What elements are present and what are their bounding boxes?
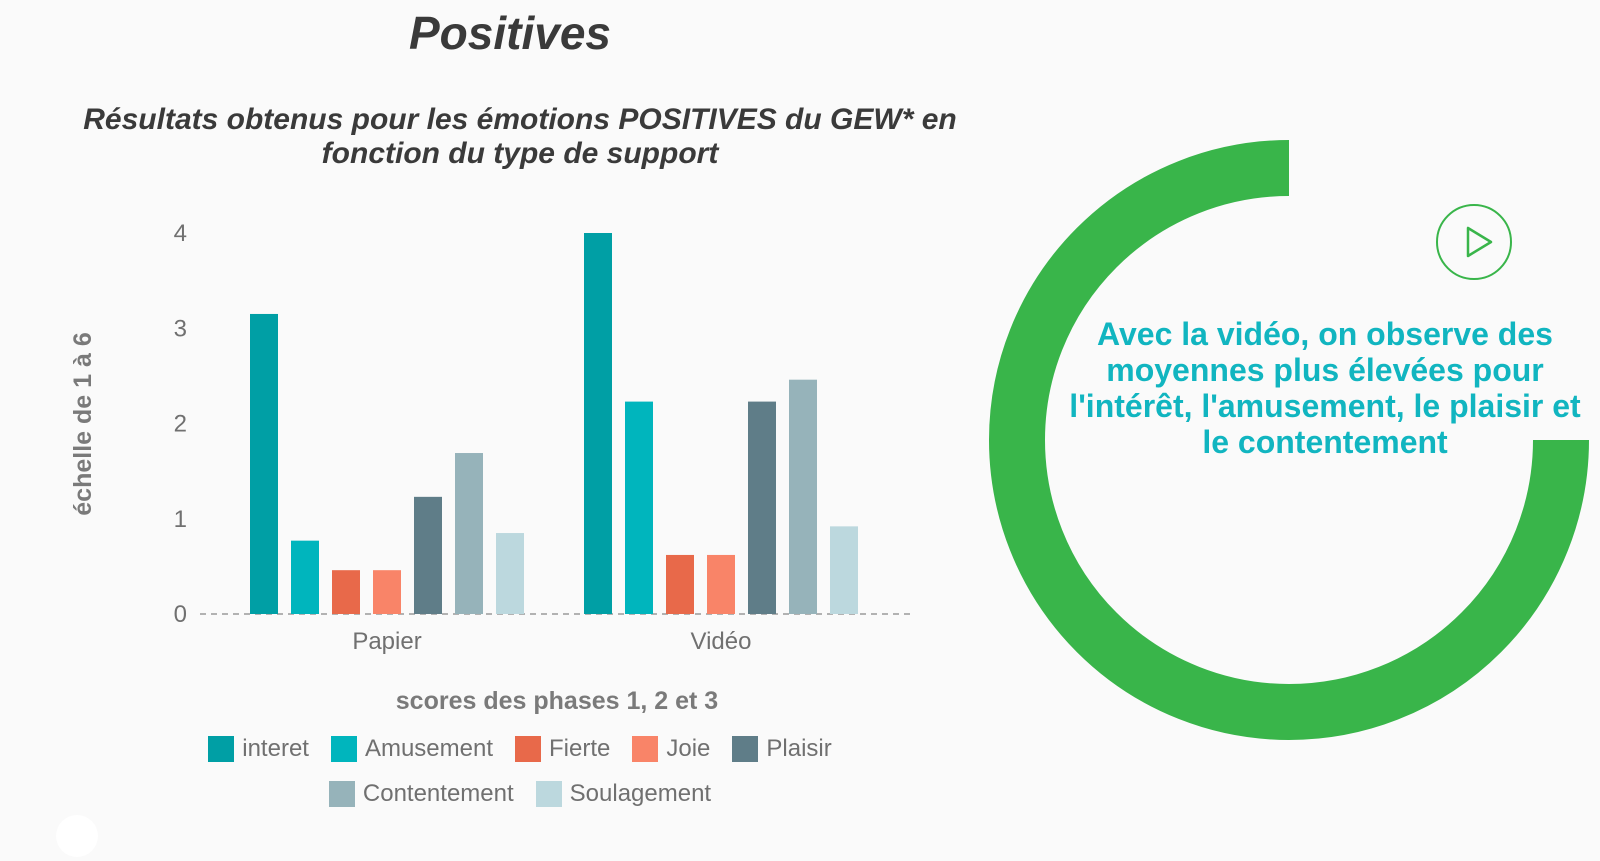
legend-item-amusement: Amusement (330, 735, 494, 763)
play-button[interactable] (1436, 204, 1512, 280)
y-tick-label: 3 (174, 315, 187, 342)
bar-interet-1 (584, 233, 612, 614)
legend-label: Soulagement (569, 780, 712, 807)
y-tick-label: 0 (174, 601, 187, 628)
bar-amusement-1 (625, 401, 653, 614)
bar-joie-0 (373, 570, 401, 614)
bar-soulagement-1 (830, 526, 858, 614)
legend-label: interet (242, 735, 309, 762)
legend-swatch (732, 736, 759, 762)
x-category-label: Vidéo (691, 628, 752, 655)
bar-amusement-0 (291, 540, 319, 614)
chart-title: Résultats obtenus pour les émotions POSI… (83, 103, 957, 170)
legend-swatch (632, 736, 659, 762)
bar-contentement-1 (789, 379, 817, 614)
legend-item-contentement: Contentement (328, 780, 514, 808)
legend-label: Amusement (364, 735, 494, 762)
x-axis-title: scores des phases 1, 2 et 3 (396, 687, 718, 715)
legend-swatch (535, 781, 562, 807)
legend-item-joie: Joie (632, 735, 710, 763)
bar-fierte-0 (332, 570, 360, 614)
bar-chart: 0 1 2 3 4 Papier Vidéo scores des phases 1, 2 e… (69, 220, 915, 715)
legend-item-plaisir: Plaisir (732, 735, 832, 763)
y-tick-label: 1 (174, 506, 187, 533)
y-tick-label: 4 (174, 220, 187, 247)
play-icon (1466, 226, 1493, 258)
highlight-ring-arc (989, 140, 1589, 740)
bar-soulagement-0 (496, 533, 524, 614)
bar-plaisir-1 (748, 401, 776, 614)
legend-swatch (328, 781, 355, 807)
bar-joie-1 (707, 554, 735, 614)
page-title: Positives (409, 7, 611, 59)
y-axis-title: échelle de 1 à 6 (69, 332, 97, 515)
chart-legend-row-1: interet Amusement Fierte Joie Plaisir (0, 735, 1040, 763)
bar-contentement-0 (455, 453, 483, 614)
y-tick-label: 2 (174, 411, 187, 438)
legend-label: Fierte (549, 735, 611, 762)
legend-swatch (208, 736, 235, 762)
bar-interet-0 (250, 313, 278, 614)
legend-swatch (515, 736, 542, 762)
legend-label: Plaisir (766, 735, 832, 762)
legend-label: Joie (666, 735, 711, 762)
bar-plaisir-0 (414, 496, 442, 614)
legend-item-fierte: Fierte (515, 735, 610, 763)
bar-fierte-1 (666, 554, 694, 614)
legend-item-soulagement: Soulagement (535, 780, 712, 808)
chart-legend-row-2: Contentement Soulagement (0, 780, 1040, 808)
legend-item-interet: interet (208, 735, 309, 763)
callout-text: Avec la vidéo, on observe des moyennes p… (1069, 316, 1581, 460)
legend-swatch (330, 736, 357, 762)
corner-dot (56, 815, 98, 857)
legend-label: Contentement (362, 780, 514, 807)
x-category-label: Papier (352, 628, 421, 655)
